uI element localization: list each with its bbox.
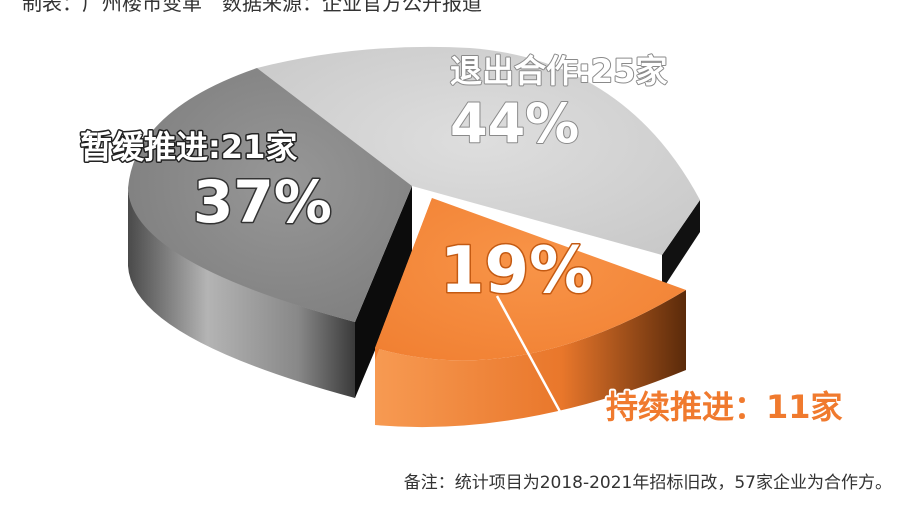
slice-pause-cut-face (355, 186, 412, 398)
percent-exit: 44% (450, 92, 579, 155)
chart-header-caption: 制表：广州楼市变革 数据来源：企业官方公开报道 (22, 0, 482, 15)
percent-pause: 37% (193, 168, 332, 236)
slice-pause-side (128, 188, 355, 398)
slice-exit-top (257, 46, 700, 255)
slice-pause-top (128, 68, 412, 322)
label-pause: 暂缓推进:21家 (80, 128, 297, 166)
slice-continue-top (375, 198, 686, 361)
percent-continue: 19% (440, 234, 593, 308)
slice-exit-side (662, 200, 700, 290)
label-continue: 持续推进：11家 (606, 388, 843, 426)
footnote: 备注：统计项目为2018-2021年招标旧改，57家企业为合作方。 (403, 473, 892, 493)
leader-line (495, 295, 880, 432)
label-exit: 退出合作:25家 (450, 52, 667, 90)
